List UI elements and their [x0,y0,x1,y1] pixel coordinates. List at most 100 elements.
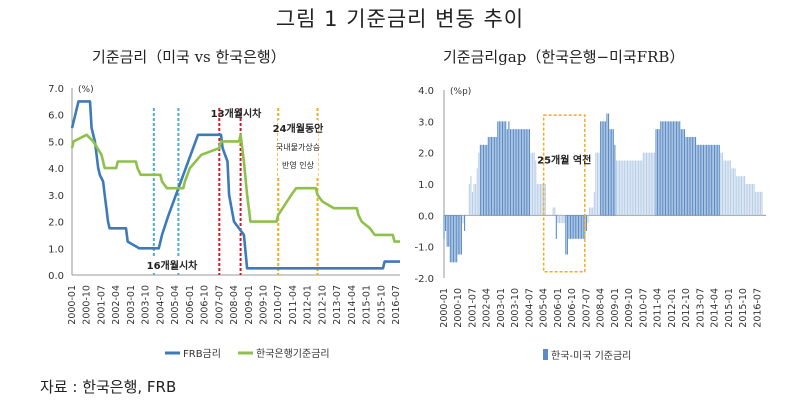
gap-bar [544,184,546,216]
gap-bar [584,215,586,239]
gap-bar [756,191,758,216]
gap-bar [452,215,455,263]
gap-bar [558,215,561,224]
annotation-24-month-line: 국내물가상승 [276,142,320,152]
gap-bar [623,160,625,216]
x-tick-label: 2015-10 [738,288,749,328]
x-tick-label: 2008-04 [229,285,240,325]
gap-bar [615,160,617,216]
gap-bar [626,160,629,216]
gap-bar [712,144,714,216]
inversion-box [542,114,586,273]
gap-bar [549,215,551,216]
gap-bar [680,129,682,216]
gap-bar [737,176,739,216]
gap-bar [494,137,496,216]
gap-bar [582,215,584,239]
gap-bar [596,152,599,216]
gap-bar [571,215,573,239]
figure-title: 그림 1 기준금리 변동 추이 [275,7,525,31]
gap-bar [546,215,548,216]
gap-bar [734,168,736,216]
gap-bar [451,215,453,263]
gap-bar [509,129,511,216]
gap-bar [609,129,611,216]
gap-bar [528,129,530,216]
gap-bar [514,129,516,216]
x-tick-label: 2006-10 [567,288,578,328]
policy-rate-line-chart: 0.0 1.0 2.0 3.0 4.0 5.0 6.0 7.0 (%) 2000-01 2000-1… [48,84,400,360]
gap-bar [657,129,659,216]
y-tick-label: 2.0 [418,149,434,160]
y-tick-label: -1.0 [414,243,434,254]
gap-bar [607,113,610,216]
gap-bar [552,207,554,216]
gap-bar [454,215,456,263]
gap-bar [660,121,662,216]
gap-bar [726,160,728,216]
gap-bar [742,176,744,216]
gap-bar [695,137,697,216]
gap-bar [565,215,567,255]
gap-bar [535,160,537,216]
x-tick-label: 2016-07 [391,285,400,325]
gap-bar [464,215,466,231]
x-tick-label: 2008-04 [596,288,607,328]
gap-bar [625,160,627,216]
gap-bar [713,144,716,216]
gap-bar [739,176,741,216]
x-tick-label: 2000-10 [82,285,93,325]
y-axis-unit: (%) [78,85,94,95]
gap-bar [753,184,755,216]
gap-bar [685,137,687,216]
gap-bar [721,152,723,216]
gap-bar [707,144,709,216]
gap-bar [638,160,640,216]
gap-bar [732,168,735,216]
gap-bar [501,121,504,216]
gap-bar [693,137,695,216]
annotation-16-month-lag: 16개월시차 [147,259,199,272]
gap-bar [676,121,678,216]
gap-bar [465,215,467,216]
annotation-bg [278,120,318,178]
gap-bar [547,215,549,216]
gap-bar [519,129,521,216]
gap-bar [562,215,564,224]
source-note: 자료 : 한국은행, FRB [40,378,177,396]
left-chart-title: 기준금리（미국 vs 한국은행） [92,48,286,66]
gap-bar [590,207,592,216]
gap-bar [679,121,681,216]
gap-bar [456,215,458,263]
gap-bar [717,144,719,216]
gap-bar [483,144,485,216]
gap-bar [645,152,648,216]
gap-bar [449,215,451,263]
gap-bar [731,168,733,216]
x-tick-label: 2011-04 [288,285,299,325]
annotation-bg [146,258,198,272]
gap-bar [687,137,689,216]
gap-bar [579,215,581,239]
gap-bar [471,191,474,216]
gap-bar [573,215,575,239]
gap-bar [487,137,489,216]
gap-bar [541,184,543,216]
gap-bar [755,191,757,216]
x-tick-label: 2010-07 [273,285,284,325]
gap-bar [614,144,616,216]
x-tick-label: 2006-01 [185,285,196,325]
gap-bar [652,152,654,216]
x-tick-label: 2002-04 [111,285,122,325]
gap-bar [527,129,529,216]
gap-bar [497,121,499,216]
gap-bar [759,191,761,216]
legend-swatch-gap [543,349,548,360]
gap-bar [611,129,613,216]
gap-bar [723,160,725,216]
gap-bar [720,152,722,216]
gap-bar [460,215,462,255]
gap-bar [533,152,535,216]
gap-bar [530,152,532,216]
gap-bar [566,215,568,255]
